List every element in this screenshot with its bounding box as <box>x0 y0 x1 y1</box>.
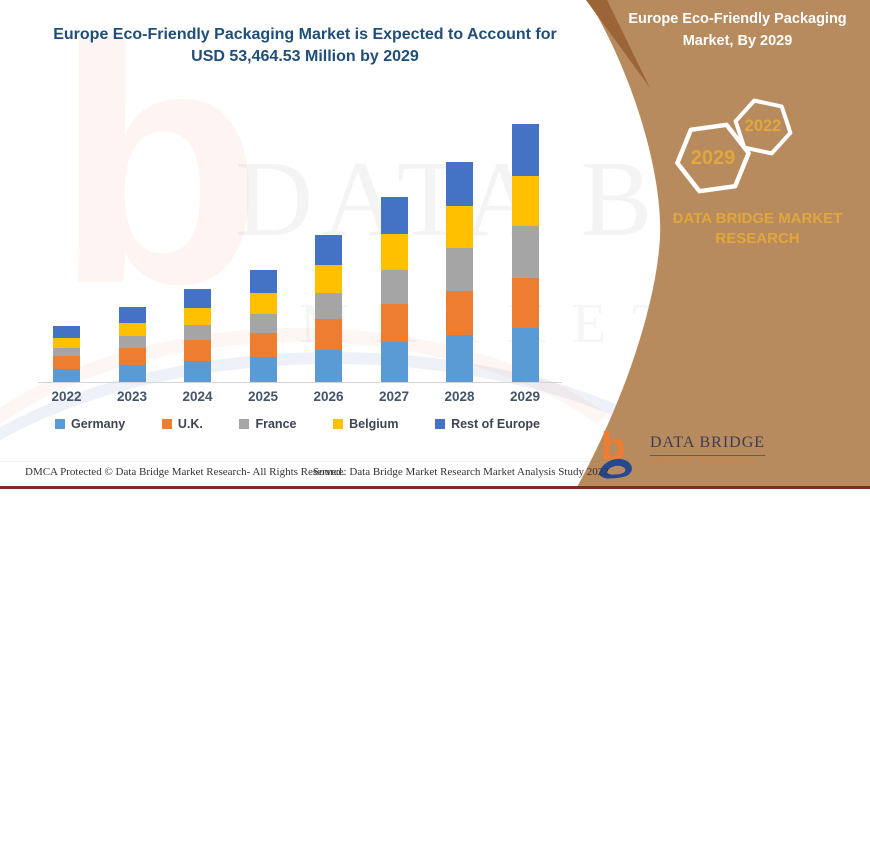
bar-segment-germany-2029 <box>511 327 539 382</box>
x-axis-line <box>38 382 562 383</box>
side-panel-background <box>576 0 870 489</box>
infographic: { "page": { "title_line1": "Europe Eco-F… <box>0 0 870 489</box>
hexagon-2022-label: 2022 <box>744 117 782 135</box>
bar-2023 <box>118 306 146 382</box>
bar-segment-rest-of-europe-2028 <box>446 161 473 207</box>
bar-segment-germany-2027 <box>380 342 408 382</box>
bar-segment-germany-2024 <box>184 361 211 382</box>
bar-2027 <box>380 196 408 382</box>
legend-label-rest-of-europe: Rest of Europe <box>451 417 540 431</box>
legend-label-belgium: Belgium <box>349 417 399 431</box>
bar-segment-belgium-2029 <box>511 175 539 226</box>
brand-text-line2: RESEARCH <box>715 229 800 247</box>
hexagon-2029-label: 2029 <box>690 147 736 169</box>
bar-segment-belgium-2025 <box>249 292 277 314</box>
bar-2028 <box>446 161 473 382</box>
hexagon-2029 <box>675 122 751 194</box>
bar-segment-france-2027 <box>380 269 408 305</box>
bar-2029 <box>511 124 539 382</box>
x-axis-label-2025: 2025 <box>247 389 279 404</box>
x-axis-label-2027: 2027 <box>378 389 410 404</box>
bar-segment-rest-of-europe-2029 <box>511 124 539 176</box>
bar-segment-rest-of-europe-2024 <box>184 289 211 309</box>
legend-label-france: France <box>255 417 297 431</box>
bar-segment-france-2026 <box>315 292 342 319</box>
bar-segment-u-k-2026 <box>315 318 342 351</box>
x-axis-label-2023: 2023 <box>116 389 148 404</box>
legend-item-belgium: Belgium <box>333 417 398 431</box>
bar-segment-belgium-2026 <box>315 264 342 293</box>
bar-segment-u-k-2029 <box>511 277 539 328</box>
legend-item-u-k: U.K. <box>161 417 203 431</box>
legend-swatch-rest-of-europe <box>435 419 446 429</box>
bar-segment-u-k-2024 <box>184 340 211 362</box>
brand-text-line1: DATA BRIDGE MARKET <box>672 210 843 227</box>
bar-segment-belgium-2022 <box>53 337 80 348</box>
footer-divider <box>0 461 600 462</box>
x-axis-label-2022: 2022 <box>51 389 82 404</box>
brand-text: DATA BRIDGE MARKET RESEARCH <box>650 209 865 249</box>
logo-wordmark: DATA BRIDGE <box>650 434 766 456</box>
side-panel-title-line1: Europe Eco-Friendly Packaging <box>628 11 847 27</box>
data-bridge-logo-icon: b <box>599 426 632 479</box>
legend-item-france: France <box>239 417 296 431</box>
x-axis-label-2024: 2024 <box>182 389 213 404</box>
chart-title: Europe Eco-Friendly Packaging Market is … <box>40 24 570 67</box>
bar-segment-germany-2022 <box>53 369 80 382</box>
hexagon-2022 <box>733 98 793 156</box>
legend-label-u-k: U.K. <box>177 417 203 431</box>
bar-segment-france-2029 <box>511 225 539 278</box>
chart-legend: Germany U.K. France Belgium Rest of Europe <box>55 417 540 431</box>
legend-swatch-u-k <box>161 419 172 429</box>
bar-segment-rest-of-europe-2025 <box>249 269 277 293</box>
bar-segment-u-k-2022 <box>53 355 80 370</box>
bar-segment-rest-of-europe-2027 <box>380 196 408 235</box>
bar-segment-belgium-2024 <box>184 308 211 326</box>
bar-2022 <box>53 325 80 382</box>
bar-segment-france-2025 <box>249 313 277 333</box>
bar-segment-france-2023 <box>118 336 146 348</box>
bar-segment-germany-2025 <box>249 357 277 382</box>
x-axis-label-2029: 2029 <box>509 389 541 404</box>
chart-title-line1: Europe Eco-Friendly Packaging Market is … <box>53 26 557 43</box>
footer-source-text: Source: Data Bridge Market Research Mark… <box>313 466 609 478</box>
bottom-accent-bar <box>0 486 870 489</box>
legend-swatch-belgium <box>333 419 344 429</box>
bar-segment-u-k-2023 <box>118 347 146 366</box>
bar-segment-rest-of-europe-2022 <box>53 325 80 338</box>
logo-tagline: MARKET RESEARCH <box>652 458 757 464</box>
legend-swatch-france <box>239 419 250 429</box>
bar-2025 <box>249 269 277 382</box>
bar-segment-rest-of-europe-2026 <box>315 234 342 265</box>
bar-segment-germany-2023 <box>118 365 146 382</box>
bar-segment-belgium-2028 <box>446 206 473 249</box>
bar-segment-u-k-2027 <box>380 304 408 343</box>
side-panel-accent-triangle <box>586 0 650 88</box>
bar-segment-france-2028 <box>446 248 473 292</box>
legend-swatch-germany <box>55 419 65 429</box>
legend-label-germany: Germany <box>71 417 126 431</box>
chart-title-line2: USD 53,464.53 Million by 2029 <box>191 47 419 65</box>
bar-segment-u-k-2025 <box>249 332 277 358</box>
legend-item-germany: Germany <box>55 417 125 431</box>
side-panel-title-line2: Market, By 2029 <box>682 32 793 49</box>
legend-item-rest-of-europe: Rest of Europe <box>435 417 540 431</box>
bar-segment-rest-of-europe-2023 <box>118 306 146 323</box>
data-bridge-logo: b DATA BRIDGE MARKET RESEARCH <box>593 424 783 484</box>
side-panel-title: Europe Eco-Friendly Packaging Market, By… <box>615 9 860 53</box>
bar-segment-germany-2028 <box>446 335 473 382</box>
x-axis-label-2028: 2028 <box>444 389 475 404</box>
bar-segment-belgium-2023 <box>118 322 146 337</box>
bar-2026 <box>315 234 342 382</box>
x-axis-label-2026: 2026 <box>313 389 344 404</box>
bar-segment-u-k-2028 <box>446 291 473 336</box>
bar-2024 <box>184 289 211 382</box>
side-panel-shape <box>576 0 870 489</box>
bar-segment-germany-2026 <box>315 350 342 382</box>
footer-dmca-text: DMCA Protected © Data Bridge Market Rese… <box>25 466 345 478</box>
bar-segment-france-2024 <box>184 325 211 341</box>
bar-segment-france-2022 <box>53 347 80 356</box>
bar-segment-belgium-2027 <box>380 234 408 270</box>
